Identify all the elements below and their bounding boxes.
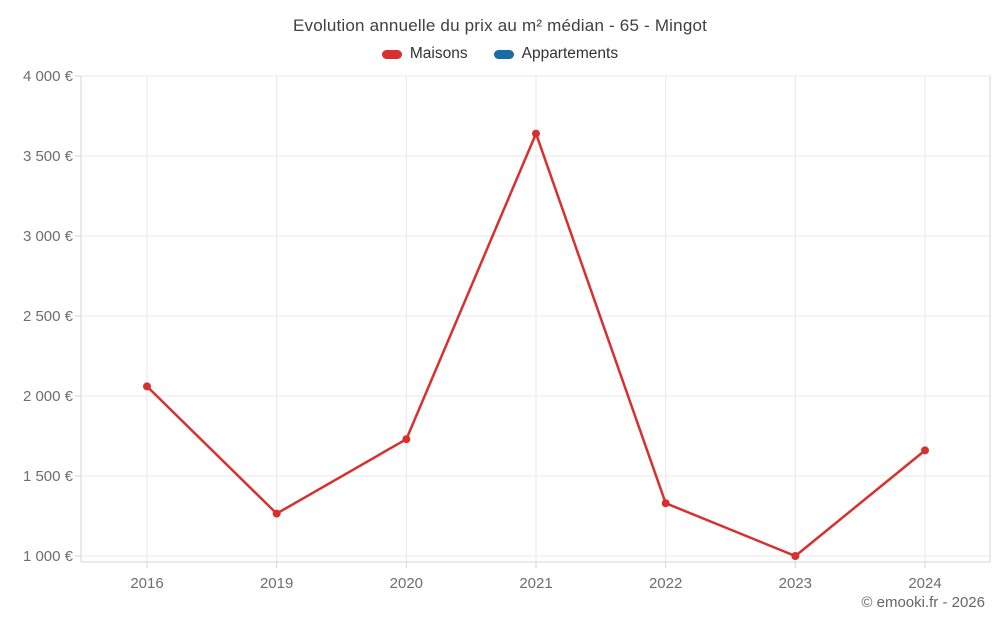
legend-label-appartements: Appartements bbox=[521, 45, 619, 62]
x-axis-tick-label: 2021 bbox=[519, 575, 552, 592]
y-axis-tick-label: 2 000 € bbox=[23, 388, 74, 405]
chart-legend: Maisons Appartements bbox=[0, 45, 1000, 63]
y-axis-tick-label: 1 500 € bbox=[23, 468, 74, 485]
appartements-series-swatch-icon bbox=[493, 49, 514, 59]
chart-title: Evolution annuelle du prix au m² médian … bbox=[292, 16, 708, 35]
x-axis-tick-label: 2016 bbox=[130, 575, 163, 592]
copyright-text: © emooki.fr - 2026 bbox=[861, 594, 985, 611]
legend-label-maisons: Maisons bbox=[409, 45, 468, 62]
legend-item-appartements[interactable]: Appartements bbox=[493, 45, 619, 63]
data-point-2020[interactable] bbox=[402, 435, 411, 444]
data-point-2022[interactable] bbox=[661, 499, 670, 508]
y-axis-tick-label: 1 000 € bbox=[23, 548, 74, 565]
x-axis-tick-label: 2022 bbox=[649, 575, 682, 592]
x-axis-tick-label: 2024 bbox=[908, 575, 941, 592]
y-axis-tick-label: 3 500 € bbox=[23, 148, 74, 165]
data-point-2024[interactable] bbox=[921, 446, 929, 455]
legend-item-maisons[interactable]: Maisons bbox=[381, 45, 468, 63]
y-axis-tick-label: 4 000 € bbox=[23, 68, 74, 85]
data-point-2021[interactable] bbox=[532, 129, 540, 138]
x-axis-tick-label: 2019 bbox=[260, 575, 293, 592]
y-axis-tick-label: 2 500 € bbox=[23, 308, 74, 325]
data-point-2019[interactable] bbox=[272, 509, 281, 518]
data-point-2016[interactable] bbox=[143, 382, 151, 391]
data-point-2023[interactable] bbox=[791, 552, 800, 560]
maisons-series-swatch-icon bbox=[381, 49, 402, 59]
x-axis-tick-label: 2020 bbox=[390, 575, 423, 592]
y-axis-tick-label: 3 000 € bbox=[23, 228, 74, 245]
x-axis-tick-label: 2023 bbox=[779, 575, 812, 592]
